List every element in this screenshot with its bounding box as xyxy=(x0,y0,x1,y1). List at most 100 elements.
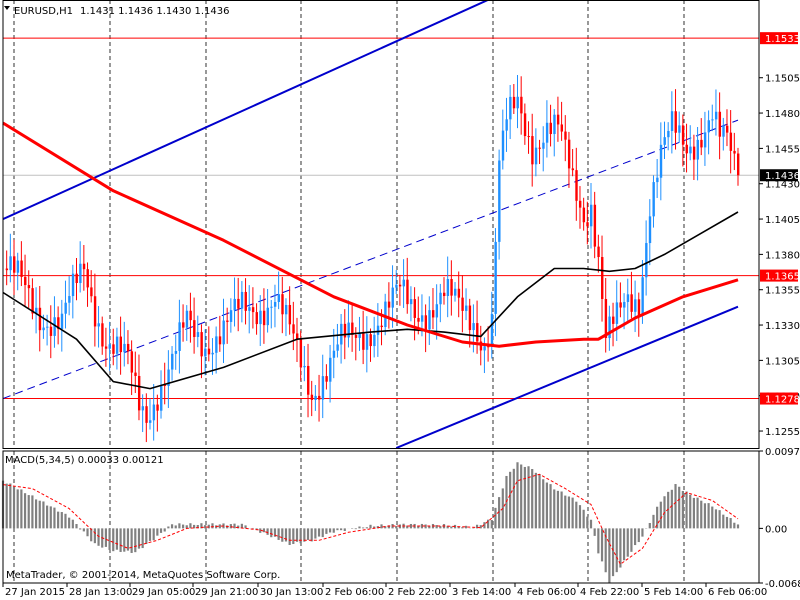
candle-body xyxy=(365,334,369,350)
candle-body xyxy=(299,339,303,368)
trendline[interactable] xyxy=(395,305,739,448)
candle-body xyxy=(516,96,519,109)
candle-body xyxy=(509,96,512,120)
time-tick-label: 4 Feb 22:00 xyxy=(580,587,639,598)
candle-body xyxy=(222,320,225,345)
candle-body xyxy=(597,246,600,258)
candle-body xyxy=(560,124,563,132)
candle-body xyxy=(171,353,174,370)
candle-body xyxy=(612,316,615,324)
candle-body xyxy=(229,310,233,322)
candle-body xyxy=(152,404,156,421)
candle-body xyxy=(255,312,258,325)
candle-body xyxy=(149,420,152,423)
trendline[interactable] xyxy=(3,119,739,400)
candle-body xyxy=(733,150,736,154)
candle-body xyxy=(439,292,442,305)
candle-body xyxy=(681,125,685,145)
candle-body xyxy=(520,96,523,114)
candle-body xyxy=(200,332,203,357)
time-tick-label: 28 Jan 13:00 xyxy=(69,587,132,598)
candle-body xyxy=(310,394,314,400)
price-tick-label: 1.1380 xyxy=(765,250,800,261)
candle-body xyxy=(244,291,247,311)
candle-body xyxy=(13,256,16,273)
candle-body xyxy=(689,146,692,154)
candle-body xyxy=(27,285,31,289)
price-tick-label: 1.1505 xyxy=(765,74,800,85)
candle-body xyxy=(97,323,100,327)
candle-body xyxy=(270,306,273,308)
time-tick-label: 3 Feb 14:00 xyxy=(452,587,511,598)
candle-body xyxy=(185,310,189,328)
candle-body xyxy=(619,302,622,308)
price-level-tag xyxy=(760,269,798,282)
candle-body xyxy=(86,269,89,288)
candle-body xyxy=(608,316,611,339)
candle-body xyxy=(156,404,159,411)
candle-body xyxy=(5,268,9,271)
candle-body xyxy=(281,294,284,315)
candle-body xyxy=(24,276,27,286)
candle-body xyxy=(376,325,380,335)
candle-body xyxy=(160,385,163,411)
candle-body xyxy=(273,301,277,307)
time-tick-label: 6 Feb 06:00 xyxy=(708,587,767,598)
candle-body xyxy=(358,333,361,338)
candle-body xyxy=(454,288,457,296)
trendline[interactable] xyxy=(3,0,738,220)
candle-body xyxy=(630,294,633,312)
candle-body xyxy=(623,301,626,308)
candle-body xyxy=(384,301,387,328)
time-tick-label: 2 Feb 06:00 xyxy=(325,587,384,598)
candle-body xyxy=(49,326,53,336)
candle-body xyxy=(64,302,67,314)
candle-body xyxy=(329,357,332,382)
candle-body xyxy=(487,346,490,348)
candle-body xyxy=(711,119,714,121)
macd-tick-label: 0.00 xyxy=(765,524,787,535)
candle-body xyxy=(670,111,674,131)
candle-body xyxy=(79,263,82,284)
candle-body xyxy=(123,343,126,353)
candle-body xyxy=(362,333,365,350)
candle-body xyxy=(424,315,428,330)
candle-body xyxy=(196,332,200,337)
candle-body xyxy=(457,288,461,298)
candle-body xyxy=(318,395,321,400)
candle-body xyxy=(347,322,350,338)
candle-body xyxy=(575,170,578,201)
moving-average-slow xyxy=(2,121,739,348)
candle-body xyxy=(93,296,97,327)
candle-body xyxy=(652,182,655,217)
candle-body xyxy=(659,144,663,178)
candle-body xyxy=(145,406,148,423)
candle-body xyxy=(542,142,545,149)
candle-body xyxy=(354,334,358,338)
candle-body xyxy=(545,122,549,143)
price-tick-label: 1.1355 xyxy=(765,286,800,297)
candle-body xyxy=(494,241,497,314)
candle-body xyxy=(718,111,722,137)
candle-body xyxy=(101,323,104,347)
candle-body xyxy=(292,324,295,334)
candle-body xyxy=(60,313,64,329)
candle-body xyxy=(16,260,20,273)
candle-body xyxy=(141,406,145,411)
candle-body xyxy=(204,348,207,357)
price-tick-label: 1.1305 xyxy=(765,356,800,367)
candle-body xyxy=(248,307,251,311)
collapse-triangle-icon[interactable] xyxy=(4,6,10,10)
candle-body xyxy=(288,304,292,325)
candle-body xyxy=(409,299,413,305)
candle-body xyxy=(307,365,310,395)
candle-body xyxy=(296,333,299,340)
main-plot-frame xyxy=(2,0,760,449)
candle-body xyxy=(637,299,641,316)
candle-body xyxy=(226,320,229,322)
current-price-tag-label: 1.1436 xyxy=(765,171,800,182)
candle-body xyxy=(582,207,586,223)
price-level-tag-label: 1.1533 xyxy=(765,34,800,45)
price-level-tag xyxy=(760,392,798,405)
